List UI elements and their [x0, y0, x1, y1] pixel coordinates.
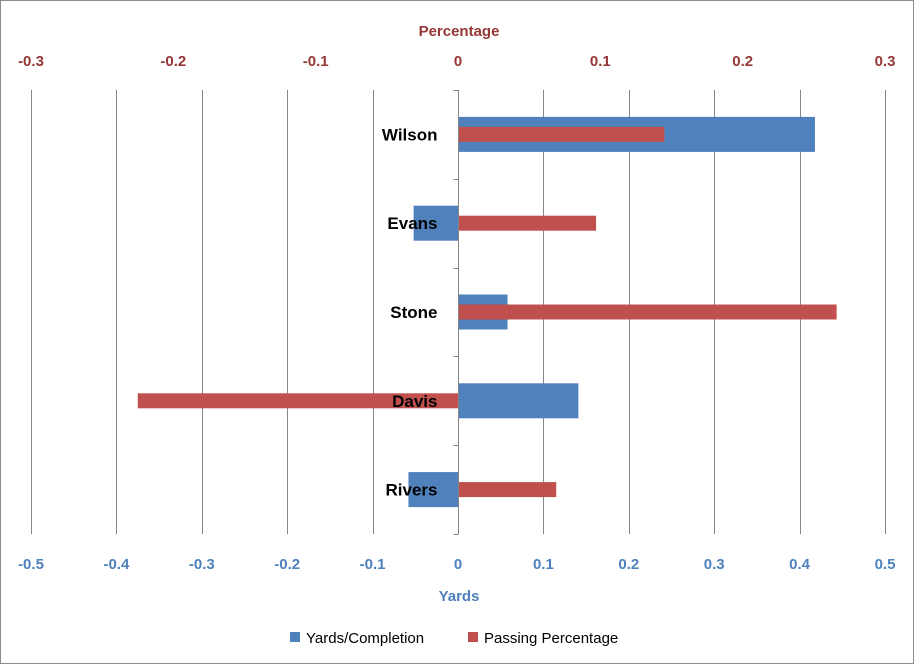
bars: [137, 116, 837, 508]
bar-passing-percentage-davis: [137, 393, 458, 409]
legend-label-passing-percentage: Passing Percentage: [484, 630, 618, 647]
bottom-tick-label: 0: [454, 556, 462, 573]
legend-swatch-passing-percentage: [468, 632, 478, 642]
bar-yards-completion-davis: [458, 383, 579, 419]
bottom-tick-label: 0.3: [704, 556, 725, 573]
bottom-tick-label: 0.5: [875, 556, 896, 573]
category-label-stone: Stone: [390, 303, 437, 322]
category-label-rivers: Rivers: [386, 481, 438, 500]
top-tick-label: -0.3: [18, 53, 44, 70]
top-tick-label: -0.1: [303, 53, 329, 70]
top-tick-label: -0.2: [160, 53, 186, 70]
bottom-tick-label: -0.4: [103, 556, 130, 573]
bottom-tick-label: 0.2: [618, 556, 639, 573]
top-tick-label: 0.1: [590, 53, 611, 70]
top-axis-ticks: -0.3 -0.2 -0.1 0 0.1 0.2 0.3: [18, 53, 895, 70]
bar-passing-percentage-stone: [458, 304, 837, 320]
bar-passing-percentage-rivers: [458, 482, 557, 498]
legend-swatch-yards-completion: [290, 632, 300, 642]
top-tick-label: 0: [454, 53, 462, 70]
bar-yards-completion-evans: [413, 205, 458, 241]
bottom-tick-label: 0.4: [789, 556, 811, 573]
category-label-wilson: Wilson: [382, 125, 438, 144]
bottom-axis-ticks: -0.5 -0.4 -0.3 -0.2 -0.1 0 0.1 0.2 0.3 0.4 0.5: [18, 556, 895, 573]
bar-passing-percentage-wilson: [458, 126, 665, 142]
bottom-tick-label: -0.5: [18, 556, 44, 573]
top-tick-label: 0.2: [732, 53, 753, 70]
legend-label-yards-completion: Yards/Completion: [306, 630, 424, 647]
top-tick-label: 0.3: [875, 53, 896, 70]
category-axis: Wilson Evans Stone Davis Rivers: [382, 90, 459, 535]
bar-yards-completion-rivers: [408, 472, 458, 508]
bottom-tick-label: -0.1: [360, 556, 386, 573]
category-label-davis: Davis: [392, 392, 437, 411]
bottom-tick-label: 0.1: [533, 556, 554, 573]
legend: Yards/Completion Passing Percentage: [290, 630, 618, 647]
bottom-tick-label: -0.3: [189, 556, 215, 573]
top-axis-title: Percentage: [419, 23, 500, 40]
bar-passing-percentage-evans: [458, 215, 597, 231]
bottom-tick-label: -0.2: [274, 556, 300, 573]
bottom-axis-title: Yards: [439, 588, 480, 605]
category-label-evans: Evans: [387, 214, 437, 233]
